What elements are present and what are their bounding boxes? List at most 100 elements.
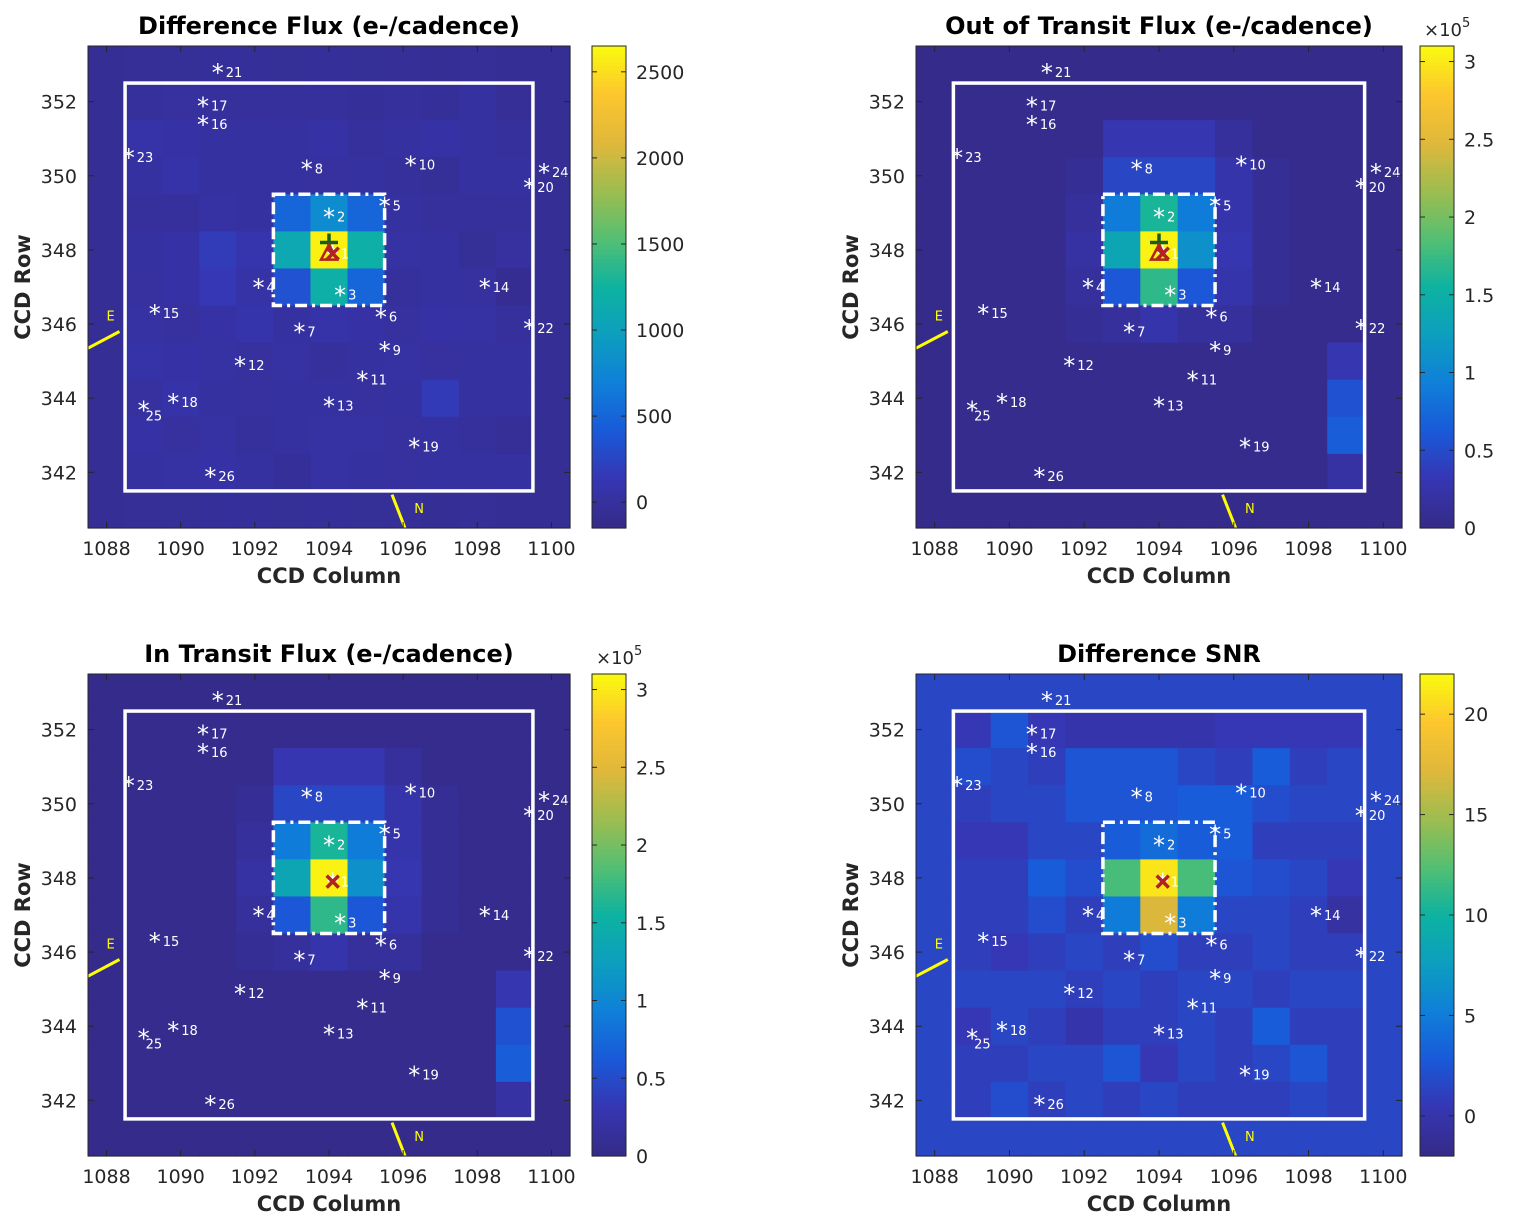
heatmap-pixel bbox=[347, 674, 386, 712]
colorbar-segment bbox=[592, 742, 626, 747]
heatmap-pixel bbox=[916, 674, 954, 712]
heatmap-pixel bbox=[310, 342, 349, 381]
colorbar-segment bbox=[592, 142, 626, 148]
colorbar-segment bbox=[592, 1043, 626, 1049]
heatmap-pixel bbox=[273, 859, 312, 898]
colorbar-segment bbox=[1420, 1039, 1454, 1045]
star-label: 17 bbox=[1040, 727, 1057, 742]
colorbar-segment bbox=[1420, 1055, 1454, 1061]
star-label: 23 bbox=[965, 779, 982, 794]
colorbar-segment bbox=[1420, 802, 1454, 808]
star-marker: * bbox=[1033, 463, 1045, 491]
colorbar-segment bbox=[1420, 838, 1454, 844]
heatmap-pixel bbox=[1065, 416, 1104, 455]
heatmap-pixel bbox=[916, 453, 954, 492]
star-marker: * bbox=[197, 111, 209, 139]
colorbar-segment bbox=[592, 78, 626, 83]
heatmap-pixel bbox=[953, 231, 992, 270]
heatmap-pixel bbox=[1177, 1044, 1216, 1083]
heatmap-pixel bbox=[1252, 748, 1291, 786]
colorbar-segment bbox=[592, 479, 626, 485]
star-label: 8 bbox=[315, 790, 323, 805]
compass-north-label: N bbox=[414, 1130, 424, 1145]
heatmap-pixel bbox=[1065, 822, 1104, 860]
heatmap-pixel bbox=[310, 970, 349, 1009]
heatmap-pixel bbox=[458, 231, 497, 270]
star-label: 8 bbox=[1145, 790, 1153, 805]
heatmap-pixel bbox=[236, 379, 274, 418]
y-axis-label: CCD Row bbox=[839, 862, 863, 968]
heatmap-pixel bbox=[1065, 120, 1104, 158]
star-label: 24 bbox=[552, 166, 569, 181]
heatmap-pixel bbox=[1215, 231, 1254, 270]
heatmap-pixel bbox=[273, 342, 312, 381]
heatmap-pixel bbox=[916, 416, 954, 455]
colorbar-segment bbox=[1420, 882, 1454, 888]
heatmap-pixel bbox=[1065, 674, 1104, 712]
colorbar-segment bbox=[1420, 919, 1454, 924]
heatmap-pixel bbox=[199, 305, 237, 344]
heatmap-pixel bbox=[916, 859, 954, 898]
heatmap-pixel bbox=[310, 896, 349, 935]
star-label: 3 bbox=[348, 288, 356, 303]
colorbar-segment bbox=[1420, 66, 1454, 71]
compass-east-label: E bbox=[935, 309, 943, 324]
star-label: 6 bbox=[1219, 939, 1227, 954]
heatmap-pixel bbox=[125, 1044, 163, 1083]
heatmap-pixel bbox=[162, 83, 200, 121]
colorbar-segment bbox=[1420, 166, 1454, 172]
heatmap-pixel bbox=[347, 231, 386, 270]
colorbar-segment bbox=[592, 202, 626, 208]
y-tick-label: 344 bbox=[869, 388, 905, 410]
colorbar-segment bbox=[592, 359, 626, 364]
y-tick-label: 348 bbox=[869, 240, 905, 262]
star-label: 2 bbox=[1167, 211, 1175, 226]
colorbar-segment bbox=[1420, 507, 1454, 513]
heatmap-pixel bbox=[162, 970, 200, 1009]
y-tick-label: 348 bbox=[869, 868, 905, 890]
heatmap-pixel bbox=[347, 1118, 386, 1157]
colorbar-segment bbox=[592, 842, 626, 848]
colorbar-segment bbox=[592, 62, 626, 67]
heatmap-pixel bbox=[347, 785, 386, 823]
colorbar-segment bbox=[1420, 210, 1454, 216]
heatmap-pixel bbox=[1177, 416, 1216, 455]
heatmap-pixel bbox=[1215, 748, 1254, 786]
colorbar-segment bbox=[592, 110, 626, 115]
colorbar-segment bbox=[1420, 698, 1454, 703]
star-label: 21 bbox=[226, 694, 243, 709]
heatmap-pixel bbox=[1028, 1118, 1067, 1157]
colorbar-segment bbox=[1420, 814, 1454, 820]
heatmap-pixel bbox=[953, 674, 992, 712]
y-axis-label: CCD Row bbox=[11, 862, 35, 968]
heatmap-pixel bbox=[384, 157, 423, 195]
star-label: 14 bbox=[1324, 281, 1341, 296]
heatmap-pixel bbox=[1028, 453, 1067, 492]
colorbar-segment bbox=[1420, 1027, 1454, 1033]
heatmap-pixel bbox=[953, 490, 992, 529]
colorbar-segment bbox=[592, 323, 626, 328]
star-label: 8 bbox=[315, 162, 323, 177]
heatmap-pixel bbox=[384, 674, 423, 712]
star-marker: * bbox=[1310, 902, 1322, 930]
heatmap-pixel bbox=[953, 748, 992, 786]
star-marker: * bbox=[323, 1021, 335, 1049]
colorbar-segment bbox=[1420, 419, 1454, 425]
chart-title: Difference Flux (e-/cadence) bbox=[138, 12, 520, 40]
centroid-x-b bbox=[1155, 874, 1170, 889]
colorbar-segment bbox=[592, 114, 626, 119]
colorbar-segment bbox=[592, 726, 626, 731]
colorbar-segment bbox=[1420, 858, 1454, 864]
heatmap-pixel bbox=[1289, 1007, 1328, 1046]
colorbar-segment bbox=[1420, 427, 1454, 433]
chart-title: In Transit Flux (e-/cadence) bbox=[144, 640, 514, 668]
colorbar-segment bbox=[592, 174, 626, 180]
colorbar-tick-label: 2 bbox=[1464, 207, 1476, 229]
heatmap-pixel bbox=[273, 1081, 312, 1120]
heatmap-pixel bbox=[1102, 83, 1141, 121]
colorbar-segment bbox=[1420, 762, 1454, 767]
heatmap-pixel bbox=[347, 305, 386, 344]
heatmap-pixel bbox=[953, 379, 992, 418]
heatmap-pixel bbox=[125, 46, 163, 84]
colorbar-segment bbox=[592, 1119, 626, 1125]
